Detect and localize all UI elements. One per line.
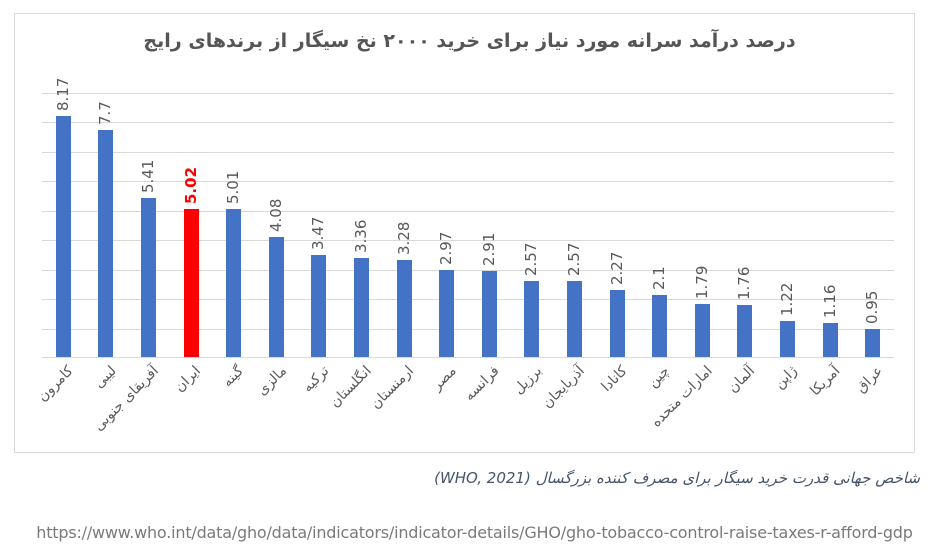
highlighted-bar (183, 209, 199, 357)
category-label: انگلستان (327, 363, 375, 411)
value-label: 1.22 (778, 282, 796, 317)
value-label: 0.95 (863, 290, 882, 325)
value-label: 3.28 (394, 222, 413, 256)
value-label: 3.47 (309, 216, 328, 250)
category-label: چین (645, 363, 674, 391)
value-label: 1.16 (820, 284, 839, 318)
bar (226, 209, 242, 357)
x-axis-line (42, 357, 894, 358)
category-label: ارمنستان (368, 363, 418, 413)
value-label: 2.1 (650, 266, 669, 291)
bar (822, 322, 838, 357)
value-label: 5.41 (139, 159, 157, 193)
bar (141, 197, 156, 357)
value-label: 2.57 (522, 242, 541, 277)
bar (694, 304, 710, 357)
bar (439, 269, 455, 357)
value-label: 2.97 (437, 231, 456, 265)
value-label: 2.91 (479, 232, 498, 267)
bar (609, 290, 625, 357)
gridline (42, 181, 894, 183)
chart-frame: درصد درآمد سرانه مورد نیاز برای خرید ۲۰۰… (14, 13, 915, 453)
value-label: 2.57 (565, 242, 583, 277)
bar (567, 281, 582, 357)
bar (865, 329, 881, 357)
bar (652, 295, 668, 357)
chart-title: درصد درآمد سرانه مورد نیاز برای خرید ۲۰۰… (143, 30, 796, 52)
category-label: مالزی (253, 363, 290, 399)
gridline (42, 210, 894, 212)
source-url-link[interactable]: https://www.who.int/data/gho/data/indica… (36, 523, 913, 542)
bar (780, 321, 795, 357)
gridline (42, 240, 894, 242)
value-label: 7.7 (96, 101, 115, 126)
value-label: 8.17 (53, 78, 72, 112)
category-label: ژاپن (771, 363, 801, 393)
value-label: 4.08 (266, 198, 285, 232)
bar (481, 271, 497, 357)
value-label: 2.27 (607, 251, 626, 286)
category-label: آلمان (725, 363, 759, 397)
category-label: مصر (429, 363, 461, 394)
gridline (42, 328, 894, 330)
value-label: 3.36 (352, 219, 370, 254)
gridline (42, 151, 894, 153)
gridline (42, 299, 894, 301)
bar (98, 130, 114, 357)
value-label: 1.76 (735, 266, 754, 301)
category-label: برزیل (510, 363, 546, 398)
bar (311, 254, 327, 357)
plot-area: 8.17 کامرون 7.7 لیبی 5.41 آفریقای جنوبی 5.02 ای… (35, 78, 894, 434)
value-label: 5.01 (224, 171, 243, 205)
category-label: آمریکا (807, 363, 844, 400)
category-label: کامرون (34, 363, 77, 405)
category-label: ایران (172, 363, 205, 396)
category-label: آذربایجان (539, 363, 588, 412)
value-label: 1.79 (692, 265, 711, 300)
source-caption: شاخص جهانی قدرت خرید سیگار برای مصرف کنن… (434, 469, 920, 487)
bar (354, 258, 369, 357)
value-label: 5.02 (181, 167, 200, 205)
gridline (42, 122, 894, 124)
bar (396, 260, 412, 357)
bar (524, 281, 540, 357)
category-label: کانادا (598, 363, 631, 395)
category-label: لیبی (90, 363, 120, 392)
gridline (42, 93, 894, 94)
category-label: فرانسه (461, 363, 503, 405)
bar (55, 116, 71, 357)
bar (268, 236, 284, 357)
category-label: ترکیه (299, 363, 333, 396)
gridline (42, 269, 894, 271)
category-label: گینه (219, 363, 248, 391)
category-label: عراق (852, 363, 887, 397)
bar (737, 305, 753, 357)
